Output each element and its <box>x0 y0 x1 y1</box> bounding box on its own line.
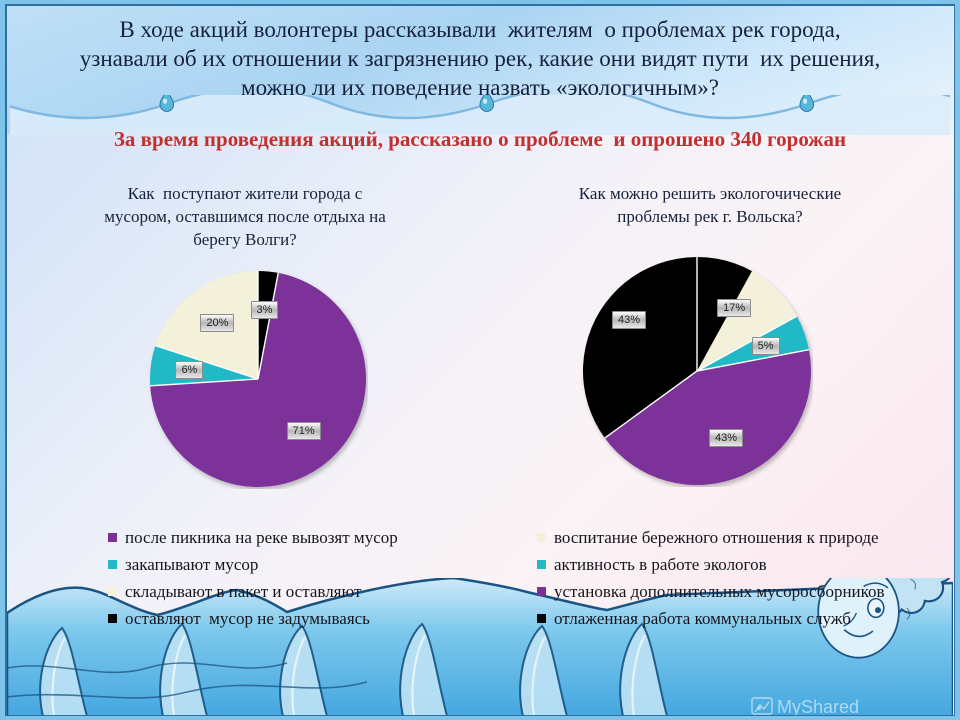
svg-text:MyShared: MyShared <box>777 697 859 715</box>
